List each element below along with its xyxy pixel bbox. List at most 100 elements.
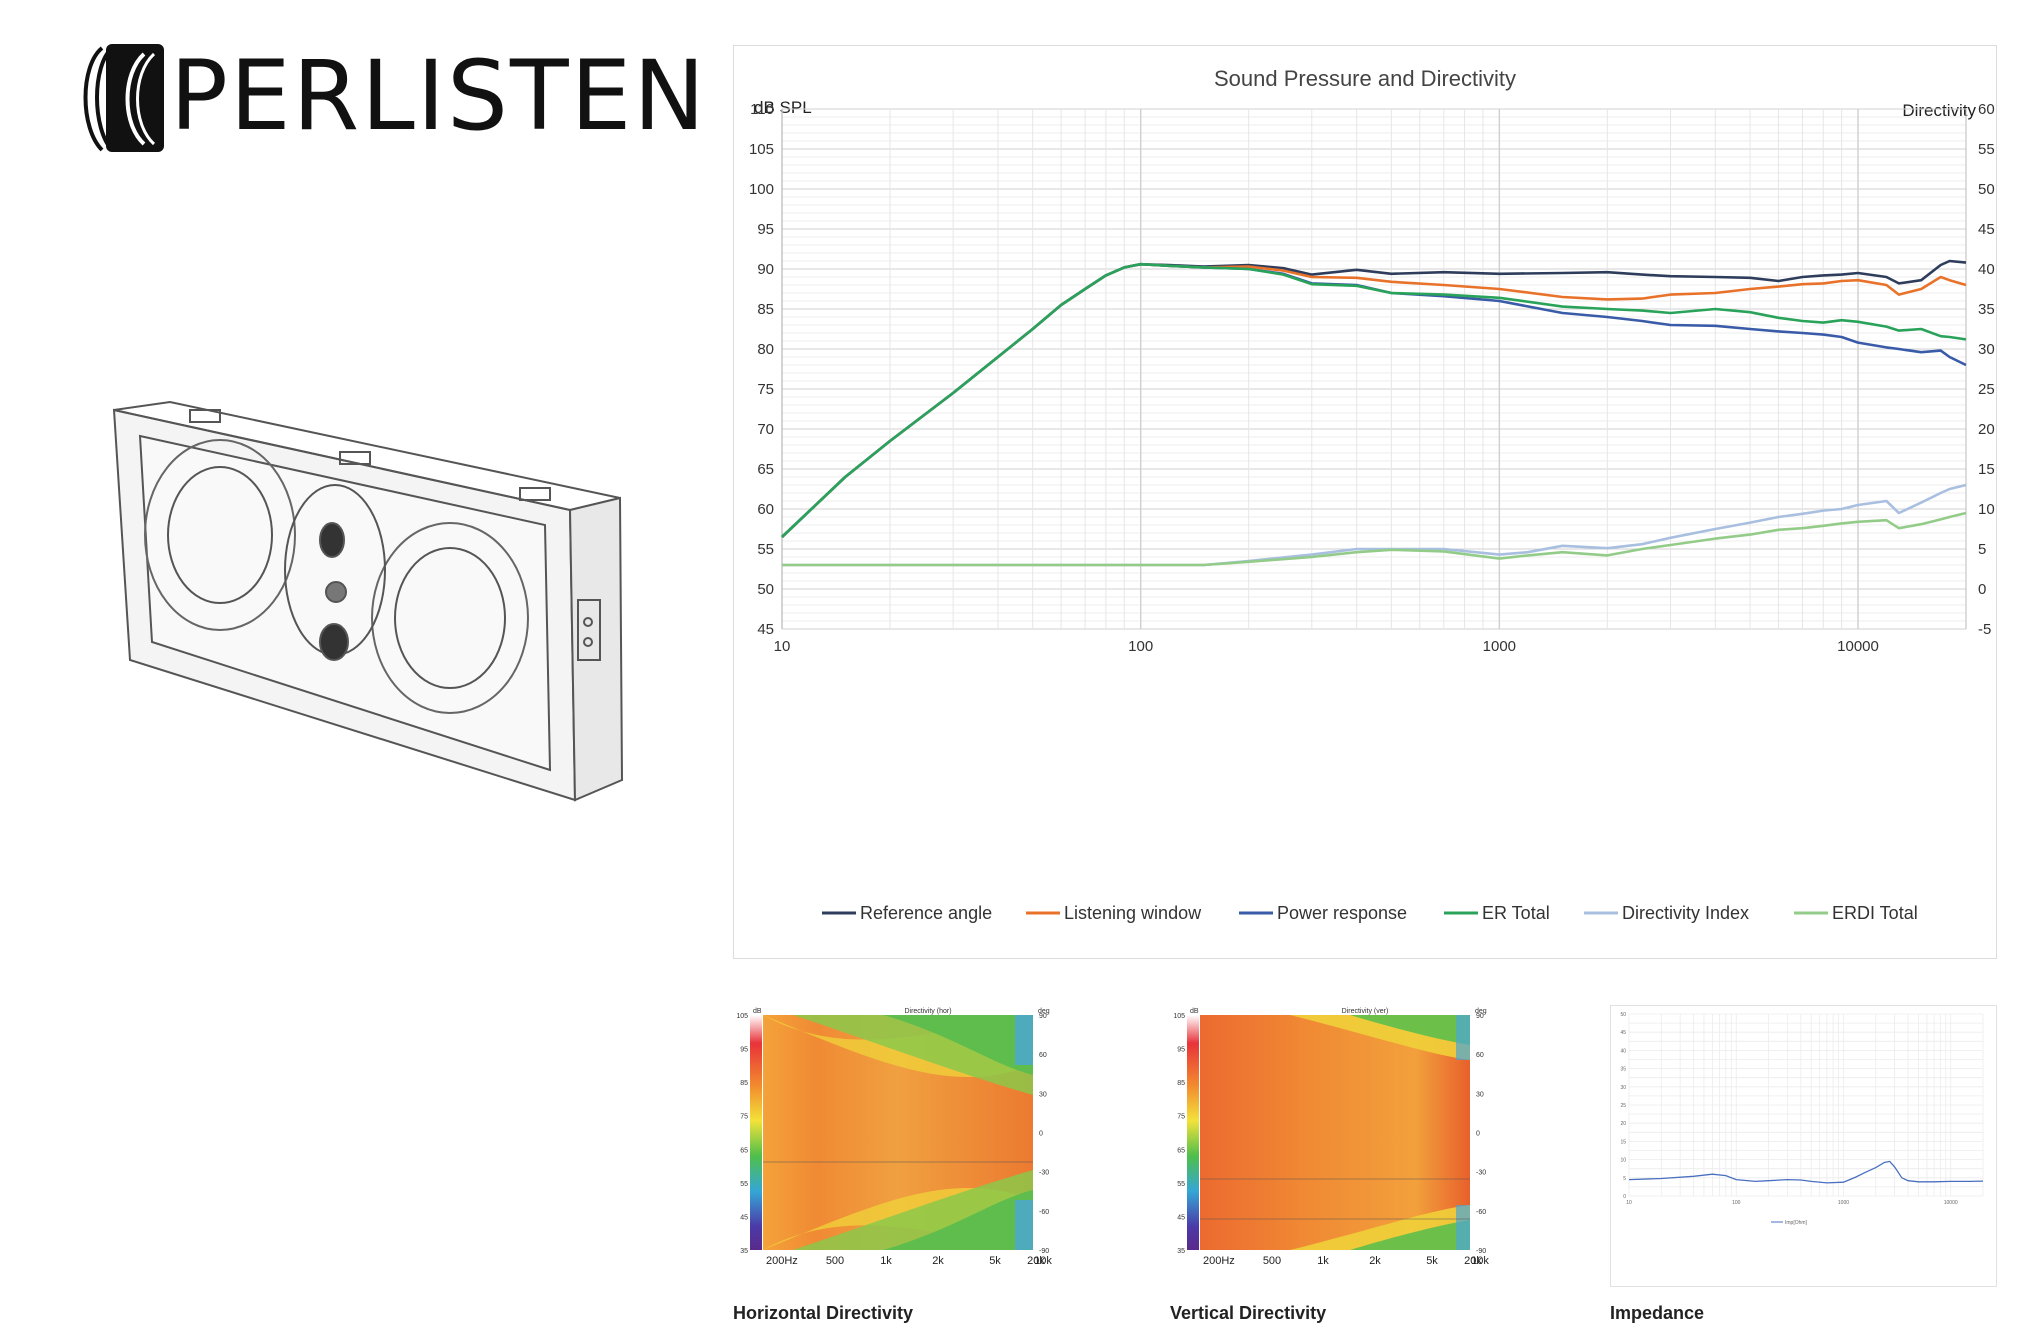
heatmap-x-tick-label: 5k <box>1426 1255 1438 1267</box>
heatmap-x-tick-label: 20k <box>1464 1255 1482 1267</box>
heatmap-y-tick-label: 85 <box>740 1080 748 1087</box>
heatmap-y-tick-label: 75 <box>1177 1114 1185 1121</box>
y-tick-label-right: 0 <box>1978 581 1986 598</box>
heatmap-y-tick-label: 105 <box>736 1013 748 1020</box>
impedance-series-line <box>1628 1160 1984 1184</box>
y-tick-label-left: 55 <box>757 541 774 558</box>
heatmap-x-tick-label: 10k <box>1034 1255 1052 1267</box>
y-tick-label-right: 35 <box>1978 301 1995 318</box>
x-tick-label: 10000 <box>1837 638 1879 655</box>
heatmap-y-tick-label-right: -90 <box>1476 1248 1486 1255</box>
heatmap-x-tick-label: 10k <box>1471 1255 1489 1267</box>
heatmap-y-tick-label: 35 <box>1177 1248 1185 1255</box>
heatmap-y-tick-label: 75 <box>740 1114 748 1121</box>
y-tick-label-right: 10 <box>1978 501 1995 518</box>
y-tick-label-left: 45 <box>757 621 774 638</box>
y-tick-label-right: 5 <box>1978 541 1986 558</box>
imp-x-tick-label: 10 <box>1626 1200 1632 1206</box>
heatmap-y-tick-label-right: 0 <box>1476 1131 1480 1138</box>
imp-x-tick-label: 10000 <box>1944 1200 1958 1206</box>
y-tick-label-right: 15 <box>1978 461 1995 478</box>
legend-label: Reference angle <box>860 903 992 923</box>
heatmap-y-tick-label: 65 <box>740 1147 748 1154</box>
y-tick-label-left: 65 <box>757 461 774 478</box>
main-chart-panel: Sound Pressure and Directivity dB SPL Di… <box>733 45 1997 959</box>
heatmap-x-tick-label: 5k <box>989 1255 1001 1267</box>
y-axis-right-label: Directivity <box>1902 101 1976 120</box>
y-tick-label-left: 110 <box>750 101 774 118</box>
heatmap-y-tick-label-right: -60 <box>1039 1209 1049 1216</box>
y-tick-label-left: 80 <box>757 341 774 358</box>
speaker-drawing <box>100 360 680 810</box>
legend-item: Listening window <box>1026 903 1202 923</box>
caption-horizontal-directivity: Horizontal Directivity <box>733 1303 914 1323</box>
heatmap-y-tick-label: 35 <box>740 1248 748 1255</box>
legend-item: ERDI Total <box>1794 903 1918 923</box>
legend-label: Power response <box>1277 903 1407 923</box>
y-tick-label-left: 75 <box>757 381 774 398</box>
caption-impedance: Impedance <box>1610 1303 1705 1323</box>
series-line-power-response <box>781 262 1967 538</box>
y-tick-label-right: 20 <box>1978 421 1995 438</box>
chart-title: Sound Pressure and Directivity <box>1214 66 1516 91</box>
series-line-er-total <box>781 262 1967 538</box>
hor-heatmap-title: Directivity (hor) <box>904 1008 951 1015</box>
x-tick-label: 10 <box>774 638 791 655</box>
vertical-directivity-panel: Directivity (ver) dB deg 105 95 85 75 65 55 45… <box>1170 1005 1560 1285</box>
hor-heatmap-ylabel: dB <box>753 1008 762 1015</box>
heatmap-x-tick-label: 500 <box>1263 1255 1281 1267</box>
ver-heatmap-ylabel: dB <box>1190 1008 1199 1015</box>
heatmap-x-tick-label: 500 <box>826 1255 844 1267</box>
heatmap-y-tick-label: 65 <box>1177 1147 1185 1154</box>
y-tick-label-right: 45 <box>1978 221 1995 238</box>
heatmap-y-tick-label: 45 <box>1177 1214 1185 1221</box>
imp-y-tick-label: 30 <box>1620 1085 1626 1091</box>
x-tick-label: 100 <box>1128 638 1153 655</box>
series-line-erdi-total <box>782 511 1967 567</box>
legend-label: Directivity Index <box>1622 903 1749 923</box>
heatmap-y-tick-label: 55 <box>740 1181 748 1188</box>
legend-label: Listening window <box>1064 903 1202 923</box>
imp-y-tick-label: 0 <box>1623 1194 1626 1200</box>
y-tick-label-left: 90 <box>757 261 774 278</box>
legend-item: Reference angle <box>822 903 992 923</box>
impedance-panel: 50 45 40 35 30 25 20 15 10 5 0 10 100 1000 10000 Imp[O… <box>1610 1005 1997 1287</box>
heatmap-y-tick-label: 45 <box>740 1214 748 1221</box>
heatmap-x-tick-label: 1k <box>1317 1255 1329 1267</box>
heatmap-y-tick-label: 95 <box>1177 1047 1185 1054</box>
y-axis-left-label: dB SPL <box>754 98 812 117</box>
heatmap-y-tick-label-right: -30 <box>1476 1170 1486 1177</box>
imp-y-tick-label: 20 <box>1620 1121 1626 1127</box>
heatmap-y-tick-label-right: -90 <box>1039 1248 1049 1255</box>
legend-label: ERDI Total <box>1832 903 1918 923</box>
legend-item: Directivity Index <box>1584 903 1749 923</box>
imp-x-tick-label: 100 <box>1732 1200 1741 1206</box>
imp-y-tick-label: 40 <box>1620 1048 1626 1054</box>
y-tick-label-left: 100 <box>749 181 774 198</box>
heatmap-y-tick-label-right: 90 <box>1476 1013 1484 1020</box>
heatmap-y-tick-label-right: -60 <box>1476 1209 1486 1216</box>
y-tick-label-right: 30 <box>1978 341 1995 358</box>
imp-y-tick-label: 5 <box>1623 1176 1626 1182</box>
heatmap-x-tick-label: 1k <box>880 1255 892 1267</box>
horizontal-directivity-heatmap: Directivity (hor) dB deg 105 95 85 75 65 55 45… <box>736 1008 1052 1267</box>
series-line-listening-window <box>781 262 1967 538</box>
heatmap-y-tick-label-right: -30 <box>1039 1170 1049 1177</box>
heatmap-y-tick-label: 105 <box>1173 1013 1185 1020</box>
imp-y-tick-label: 45 <box>1620 1030 1626 1036</box>
heatmap-x-tick-label: 20k <box>1027 1255 1045 1267</box>
heatmap-y-tick-label-right: 90 <box>1039 1013 1047 1020</box>
logo-mark-icon <box>83 44 164 152</box>
vertical-directivity-heatmap: Directivity (ver) dB deg 105 95 85 75 65 55 45… <box>1173 1008 1489 1267</box>
ver-heatmap-ylabel-right: deg <box>1475 1008 1487 1015</box>
heatmap-y-tick-label-right: 60 <box>1039 1052 1047 1059</box>
heatmap-y-tick-label-right: 30 <box>1039 1091 1047 1098</box>
heatmap-y-tick-label: 95 <box>740 1047 748 1054</box>
imp-x-tick-label: 1000 <box>1838 1200 1849 1206</box>
y-tick-label-left: 60 <box>757 501 774 518</box>
legend-label: ER Total <box>1482 903 1550 923</box>
y-tick-label-right: 40 <box>1978 261 1995 278</box>
imp-y-tick-label: 50 <box>1620 1012 1626 1018</box>
heatmap-x-tick-label: 200Hz <box>766 1255 798 1267</box>
